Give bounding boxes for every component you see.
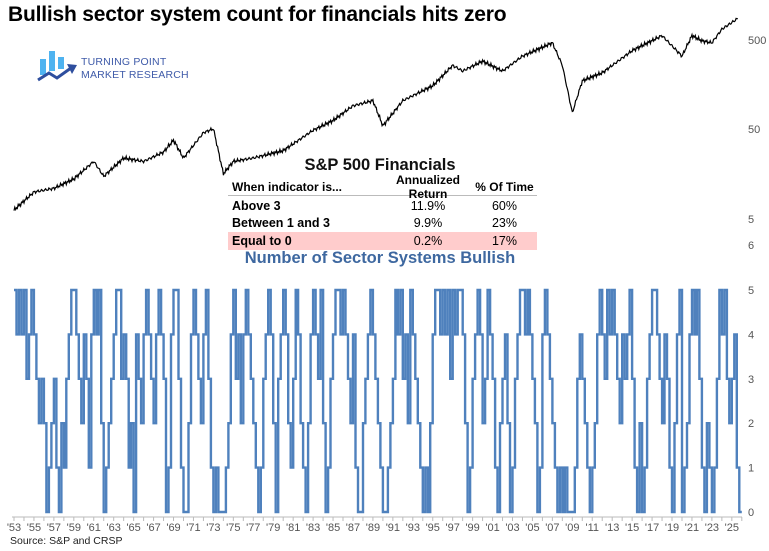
count-chart-title: Number of Sector Systems Bullish xyxy=(244,249,516,267)
x-tick-label: '01 xyxy=(485,522,499,534)
x-tick-label: '69 xyxy=(166,522,180,534)
sector-count-series-line xyxy=(14,288,742,514)
logo-text-line1: TURNING POINT xyxy=(81,56,167,68)
row-return: 9.9% xyxy=(413,216,443,231)
table-title: S&P 500 Financials xyxy=(304,156,456,174)
price-axis-label: 5 xyxy=(748,214,754,226)
row-label: Between 1 and 3 xyxy=(232,216,330,231)
x-tick-label: '63 xyxy=(107,522,121,534)
logo-text-line2: MARKET RESEARCH xyxy=(81,69,189,81)
header-time: % Of Time xyxy=(475,180,534,194)
x-tick-label: '23 xyxy=(705,522,719,534)
source-note: Source: S&P and CRSP xyxy=(10,535,123,547)
x-tick-label: '65 xyxy=(126,522,140,534)
x-tick-label: '07 xyxy=(545,522,559,534)
x-tick-label: '57 xyxy=(47,522,61,534)
chart-title: Bullish sector system count for financia… xyxy=(8,3,507,26)
x-tick-label: '85 xyxy=(326,522,340,534)
x-tick-label: '17 xyxy=(645,522,659,534)
x-tick-label: '05 xyxy=(525,522,539,534)
row-label: Equal to 0 xyxy=(232,233,292,248)
x-tick-label: '71 xyxy=(186,522,200,534)
x-tick-label: '61 xyxy=(87,522,101,534)
table-row: Above 3 11.9% 60% xyxy=(228,197,537,215)
row-label: Above 3 xyxy=(232,198,281,213)
count-axis-label: 4 xyxy=(748,329,754,341)
count-axis-label: 5 xyxy=(748,285,754,297)
x-tick-label: '21 xyxy=(685,522,699,534)
x-tick-label: '81 xyxy=(286,522,300,534)
price-series-line xyxy=(13,17,738,212)
x-tick-label: '67 xyxy=(146,522,160,534)
row-time: 23% xyxy=(491,216,518,231)
sector-count-chart xyxy=(14,288,742,514)
x-tick-label: '87 xyxy=(346,522,360,534)
x-tick-label: '99 xyxy=(465,522,479,534)
right-axis: 500 50 5 6 5 4 3 2 1 0 xyxy=(748,35,766,519)
count-axis-label: 0 xyxy=(748,507,754,519)
table-header-row: When indicator is... Annualized Return %… xyxy=(228,173,537,201)
x-tick-label: '97 xyxy=(446,522,460,534)
x-tick-label: '19 xyxy=(665,522,679,534)
x-tick-label: '03 xyxy=(505,522,519,534)
x-tick-label: '11 xyxy=(585,522,599,534)
x-tick-label: '53 xyxy=(7,522,21,534)
x-tick-label: '93 xyxy=(406,522,420,534)
count-axis-label: 2 xyxy=(748,418,754,430)
x-tick-label: '79 xyxy=(266,522,280,534)
row-return: 0.2% xyxy=(413,233,443,248)
row-return: 11.9% xyxy=(410,198,446,213)
price-chart xyxy=(13,17,738,212)
logo-bars-arrow-icon xyxy=(37,51,77,82)
x-tick-label: '95 xyxy=(426,522,440,534)
count-axis-label: 1 xyxy=(748,463,754,475)
row-time: 60% xyxy=(491,198,518,213)
price-axis-label: 6 xyxy=(748,240,754,252)
x-tick-label: '91 xyxy=(386,522,400,534)
x-tick-label: '09 xyxy=(565,522,579,534)
x-tick-label: '73 xyxy=(206,522,220,534)
row-time: 17% xyxy=(491,233,518,248)
x-tick-label: '77 xyxy=(246,522,260,534)
stats-table: When indicator is... Annualized Return %… xyxy=(228,173,537,250)
x-axis: '53 '55 '57 '59 '61 '63 '65 '67 '69 '71 '73 '75 '77 '… xyxy=(7,516,743,534)
x-tick-label: '75 xyxy=(226,522,240,534)
table-row-highlighted: Equal to 0 0.2% 17% xyxy=(228,232,537,250)
x-tick-label: '15 xyxy=(625,522,639,534)
header-condition: When indicator is... xyxy=(232,180,343,194)
price-axis-label: 50 xyxy=(748,124,760,136)
price-axis-label: 500 xyxy=(748,35,766,47)
table-row: Between 1 and 3 9.9% 23% xyxy=(228,215,537,233)
x-tick-label: '89 xyxy=(366,522,380,534)
x-tick-label: '59 xyxy=(67,522,81,534)
x-tick-label: '55 xyxy=(27,522,41,534)
count-axis-label: 3 xyxy=(748,374,754,386)
x-tick-label: '83 xyxy=(306,522,320,534)
turning-point-logo: TURNING POINT MARKET RESEARCH xyxy=(37,49,189,83)
header-return: Annualized Return xyxy=(395,173,460,201)
x-tick-label: '13 xyxy=(605,522,619,534)
x-tick-label: '25 xyxy=(725,522,739,534)
